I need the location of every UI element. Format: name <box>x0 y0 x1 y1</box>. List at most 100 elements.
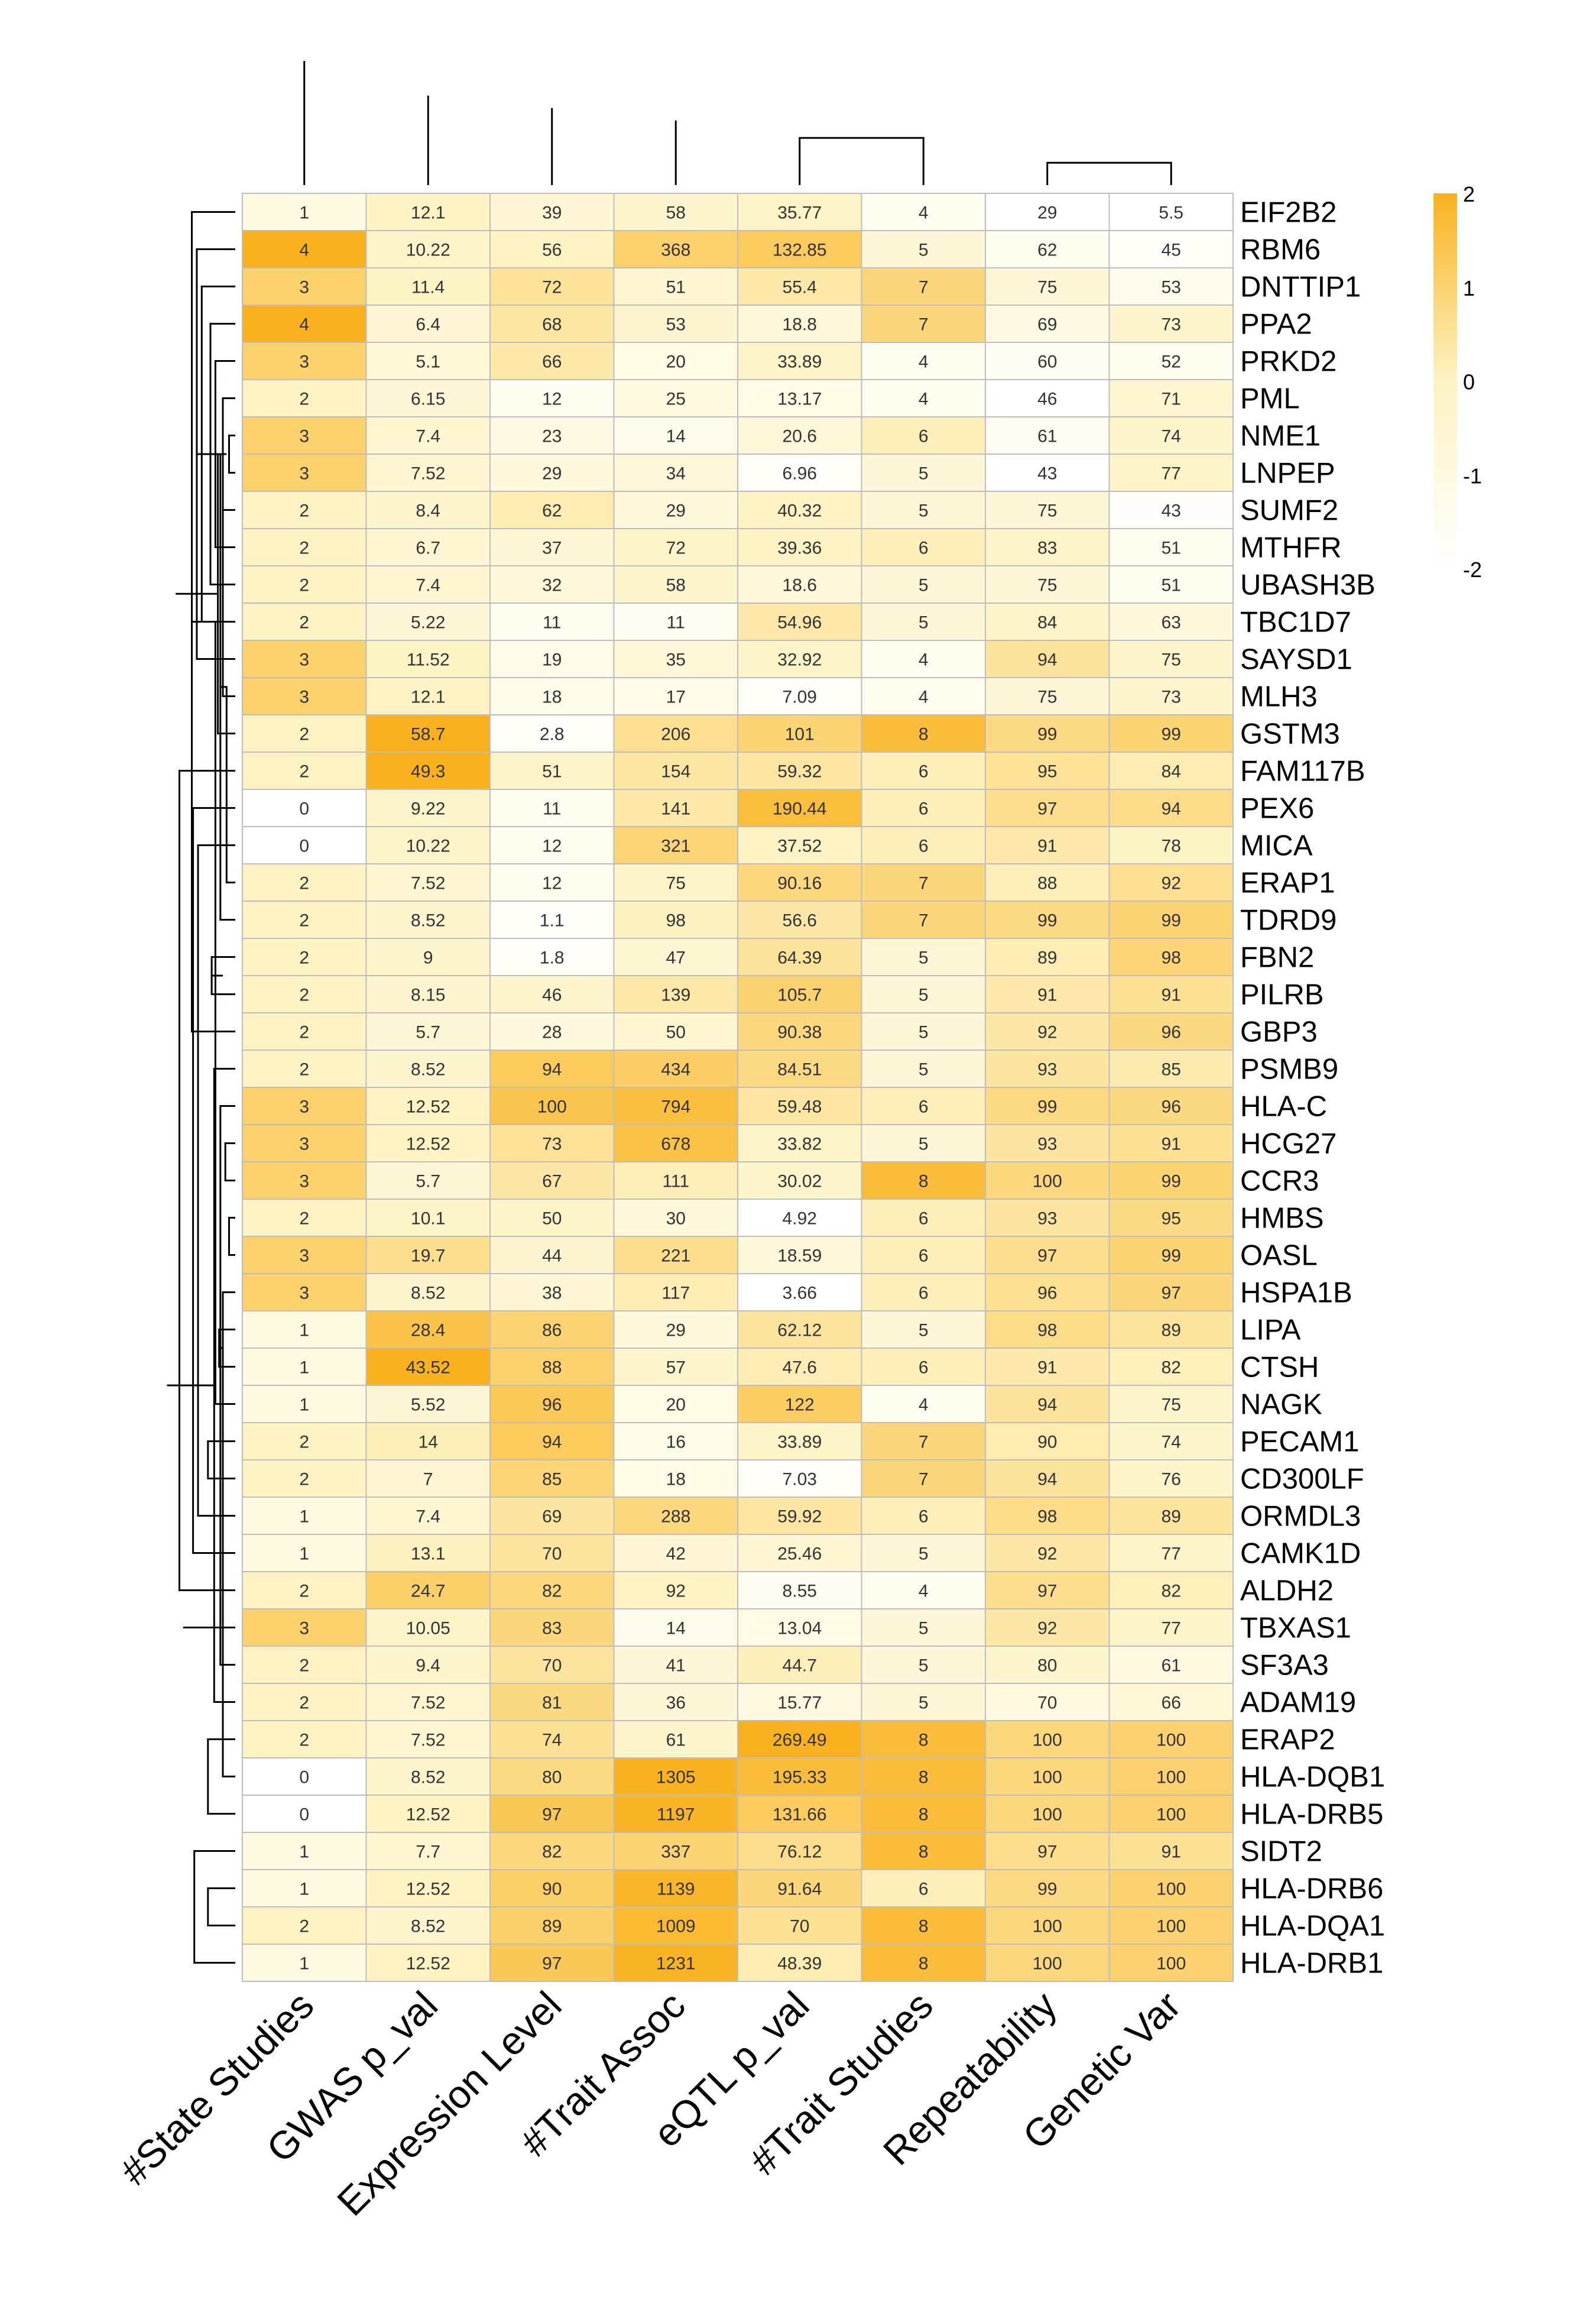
cell-value: 89 <box>1037 948 1057 968</box>
cell-value: 95 <box>1162 1209 1181 1229</box>
cell-value: 84 <box>1037 613 1057 633</box>
heatmap-cell <box>737 975 862 1013</box>
cell-value: 6 <box>919 1358 929 1378</box>
dendrogram-branch <box>192 621 235 1405</box>
cell-value: 91 <box>1162 1135 1181 1154</box>
cell-value: 12.1 <box>411 203 445 223</box>
cell-value: 1139 <box>657 1880 695 1899</box>
heatmap-cell <box>737 230 862 268</box>
cell-value: 94 <box>1037 1395 1057 1415</box>
heatmap-cell <box>861 1944 986 1982</box>
heatmap-cell <box>861 1795 986 1833</box>
heatmap-cell <box>242 1906 367 1945</box>
cell-value: 17 <box>666 688 686 707</box>
cell-value: 2 <box>299 1693 309 1713</box>
cell-value: 3 <box>299 1619 309 1638</box>
cell-value: 24.7 <box>411 1582 445 1601</box>
cell-value: 92 <box>1037 1023 1057 1042</box>
heatmap-cell <box>613 863 738 902</box>
row-label: HLA-C <box>1240 1091 1327 1123</box>
cell-value: 1 <box>299 1880 309 1899</box>
cell-value: 70 <box>542 1656 562 1676</box>
cell-value: 47.6 <box>783 1358 817 1378</box>
cell-value: 18.8 <box>783 315 817 335</box>
cell-value: 45 <box>1162 241 1181 260</box>
cell-value: 99 <box>1037 725 1057 744</box>
cell-value: 75 <box>1037 576 1057 595</box>
cell-value: 97 <box>1037 1582 1057 1601</box>
cell-value: 99 <box>1037 1097 1057 1117</box>
cell-value: 18 <box>542 688 562 707</box>
cell-value: 58 <box>666 576 686 595</box>
cell-value: 12.52 <box>406 1135 450 1154</box>
cell-value: 41 <box>666 1656 686 1676</box>
heatmap-cell <box>861 752 986 790</box>
heatmap-cell <box>613 1646 738 1684</box>
heatmap-cell <box>737 1608 862 1647</box>
row-dendrogram <box>167 211 235 1964</box>
heatmap-cell <box>613 1459 738 1498</box>
heatmap-cell <box>737 1422 862 1460</box>
cell-value: 43.52 <box>406 1358 450 1378</box>
cell-value: 67 <box>542 1172 562 1191</box>
cell-value: 2 <box>299 1582 309 1601</box>
row-label: UBASH3B <box>1240 569 1376 601</box>
cell-value: 54.96 <box>777 613 822 633</box>
heatmap-cell <box>613 1608 738 1647</box>
cell-value: 12.1 <box>411 688 445 707</box>
heatmap-cell <box>365 1273 491 1311</box>
legend-tick-label: 2 <box>1463 182 1475 206</box>
cell-value: 5 <box>919 1135 929 1154</box>
cell-value: 43 <box>1162 501 1181 521</box>
cell-value: 2 <box>299 1023 309 1042</box>
cell-value: 20 <box>666 1395 686 1415</box>
heatmap-cell <box>1108 714 1234 753</box>
heatmap-cell <box>365 1199 491 1237</box>
row-label: CCR3 <box>1240 1165 1319 1197</box>
heatmap-cell <box>365 1050 491 1088</box>
cell-value: 7.52 <box>411 1731 445 1750</box>
cell-value: 3 <box>299 688 309 707</box>
cell-value: 19.7 <box>411 1246 445 1266</box>
heatmap-cell <box>985 491 1110 529</box>
legend-tick-label: -1 <box>1463 464 1482 488</box>
heatmap-cell <box>1108 193 1234 231</box>
cell-value: 71 <box>1162 390 1181 409</box>
cell-value: 3.66 <box>783 1284 817 1303</box>
cell-value: 50 <box>542 1209 562 1229</box>
cell-value: 5 <box>919 1023 929 1042</box>
cell-value: 8 <box>919 1805 929 1825</box>
cell-value: 221 <box>661 1246 690 1266</box>
heatmap-cell <box>861 1906 986 1945</box>
cell-value: 75 <box>1037 278 1057 297</box>
heatmap-cell <box>1108 1944 1234 1982</box>
row-label: ERAP1 <box>1240 867 1335 899</box>
cell-value: 69 <box>542 1507 562 1527</box>
dendrogram-branch <box>193 1850 235 1964</box>
heatmap-cell <box>985 938 1110 976</box>
cell-value: 91.64 <box>777 1880 822 1899</box>
cell-value: 18 <box>666 1470 686 1489</box>
cell-value: 100 <box>1156 1768 1186 1787</box>
cell-value: 56 <box>542 241 562 260</box>
cell-value: 13.1 <box>411 1544 445 1564</box>
cell-value: 6 <box>919 1880 929 1899</box>
cell-value: 15.77 <box>777 1693 822 1713</box>
dendrogram-branch <box>207 1738 235 1815</box>
cell-value: 1 <box>299 1395 309 1415</box>
cell-value: 100 <box>1033 1768 1062 1787</box>
heatmap-cell <box>985 677 1110 715</box>
heatmap-cell <box>365 863 491 902</box>
heatmap-cell <box>1108 1422 1234 1460</box>
heatmap-cell <box>985 193 1110 231</box>
row-label: PECAM1 <box>1240 1426 1360 1458</box>
dendrogram-branch <box>197 844 235 1517</box>
heatmap-cell <box>365 379 491 417</box>
cell-value: 93 <box>1037 1135 1057 1154</box>
cell-value: 2 <box>299 874 309 893</box>
cell-value: 90 <box>1037 1433 1057 1452</box>
row-label: PML <box>1240 383 1300 415</box>
cell-value: 97 <box>1037 1246 1057 1266</box>
row-label: SF3A3 <box>1240 1650 1329 1682</box>
